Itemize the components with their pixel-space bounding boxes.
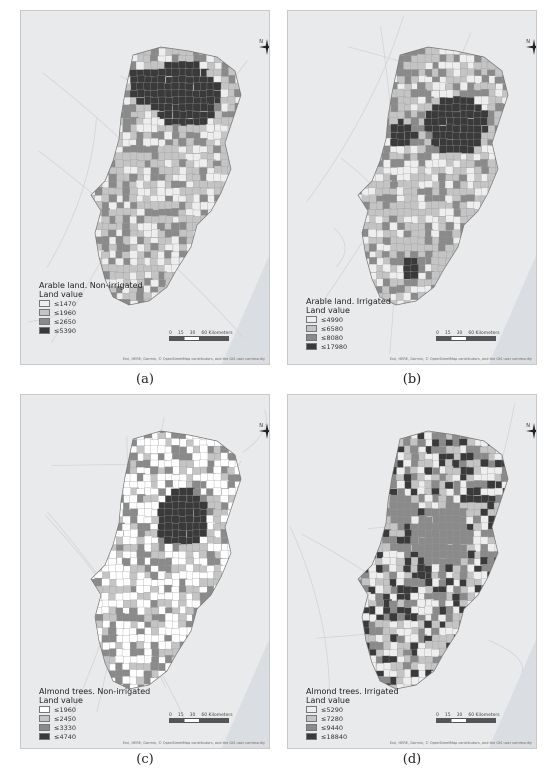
compass-rose-icon (526, 39, 536, 55)
legend-title: Arable land. Irrigated (306, 297, 391, 306)
legend-d: Almond trees. Irrigated Land value ≤5290… (306, 687, 399, 741)
legend-b: Arable land. Irrigated Land value ≤4990 … (306, 297, 391, 351)
compass-rose-icon (259, 39, 269, 55)
legend-title: Almond trees. Irrigated (306, 687, 399, 696)
map-frame-c: N Almond trees. Non-irrigated Land value… (20, 394, 270, 749)
caption-a: (a) (136, 372, 154, 387)
map-canvas-c (45, 408, 269, 748)
attribution: Esri, HERE, Garmin, © OpenStreetMap cont… (389, 357, 532, 361)
attribution: Esri, HERE, Garmin, © OpenStreetMap cont… (122, 357, 265, 361)
attribution: Esri, HERE, Garmin, © OpenStreetMap cont… (389, 741, 532, 745)
legend-entry: ≤5390 (39, 326, 143, 335)
legend-title: Almond trees. Non-irrigated (39, 687, 151, 696)
legend-entry: ≤18840 (306, 732, 399, 741)
caption-b: (b) (402, 372, 422, 387)
scale-bar-a: 0 15 30 60 Kilometers (169, 331, 233, 341)
legend-subtitle: Land value (306, 696, 350, 705)
legend-subtitle: Land value (39, 290, 83, 299)
caption-c: (c) (136, 752, 154, 767)
legend-subtitle: Land value (306, 306, 350, 315)
attribution: Esri, HERE, Garmin, © OpenStreetMap cont… (122, 741, 265, 745)
legend-subtitle: Land value (39, 696, 83, 705)
legend-entry: ≤4990 (306, 315, 391, 324)
legend-entry: ≤17980 (306, 342, 391, 351)
legend-entry: ≤1470 (39, 299, 143, 308)
legend-entry: ≤3330 (39, 723, 150, 732)
legend-entry: ≤6580 (306, 324, 391, 333)
legend-entry: ≤4740 (39, 732, 150, 741)
legend-entry: ≤8080 (306, 333, 391, 342)
compass-rose-icon (259, 423, 269, 439)
north-arrow-icon: N (526, 423, 536, 439)
north-label: N (526, 39, 530, 45)
legend-entry: ≤7280 (306, 714, 399, 723)
map-canvas-b (306, 15, 536, 364)
map-frame-a: N Arable land. Non-irrigated Land value … (20, 10, 270, 365)
scale-bar-d: 0 15 30 60 Kilometers (436, 713, 500, 723)
north-arrow-icon: N (259, 39, 269, 55)
map-frame-d: N Almond trees. Irrigated Land value ≤52… (287, 394, 537, 749)
map-frame-b: N Arable land. Irrigated Land value ≤499… (287, 10, 537, 365)
legend-entry: ≤9440 (306, 723, 399, 732)
legend-entry: ≤2450 (39, 714, 150, 723)
legend-entry: ≤1960 (39, 705, 150, 714)
north-label: N (259, 39, 263, 45)
legend-entry: ≤5290 (306, 705, 399, 714)
north-arrow-icon: N (259, 423, 269, 439)
map-panel-b: N Arable land. Irrigated Land value ≤499… (287, 10, 537, 387)
scale-bar-b: 0 15 30 60 Kilometers (436, 331, 500, 341)
map-canvas-a (28, 46, 269, 364)
caption-d: (d) (402, 752, 422, 767)
scale-bar-c: 0 15 30 60 Kilometers (169, 713, 233, 723)
north-arrow-icon: N (526, 39, 536, 55)
legend-entry: ≤2650 (39, 317, 143, 326)
north-label: N (526, 423, 530, 429)
legend-a: Arable land. Non-irrigated Land value ≤1… (39, 281, 143, 335)
north-label: N (259, 423, 263, 429)
map-canvas-d (289, 403, 536, 748)
legend-entry: ≤1960 (39, 308, 143, 317)
map-panel-d: N Almond trees. Irrigated Land value ≤52… (287, 394, 537, 767)
compass-rose-icon (526, 423, 536, 439)
legend-title: Arable land. Non-irrigated (39, 281, 143, 290)
map-panel-c: N Almond trees. Non-irrigated Land value… (20, 394, 270, 767)
legend-c: Almond trees. Non-irrigated Land value ≤… (39, 687, 150, 741)
map-panel-a: N Arable land. Non-irrigated Land value … (20, 10, 270, 387)
